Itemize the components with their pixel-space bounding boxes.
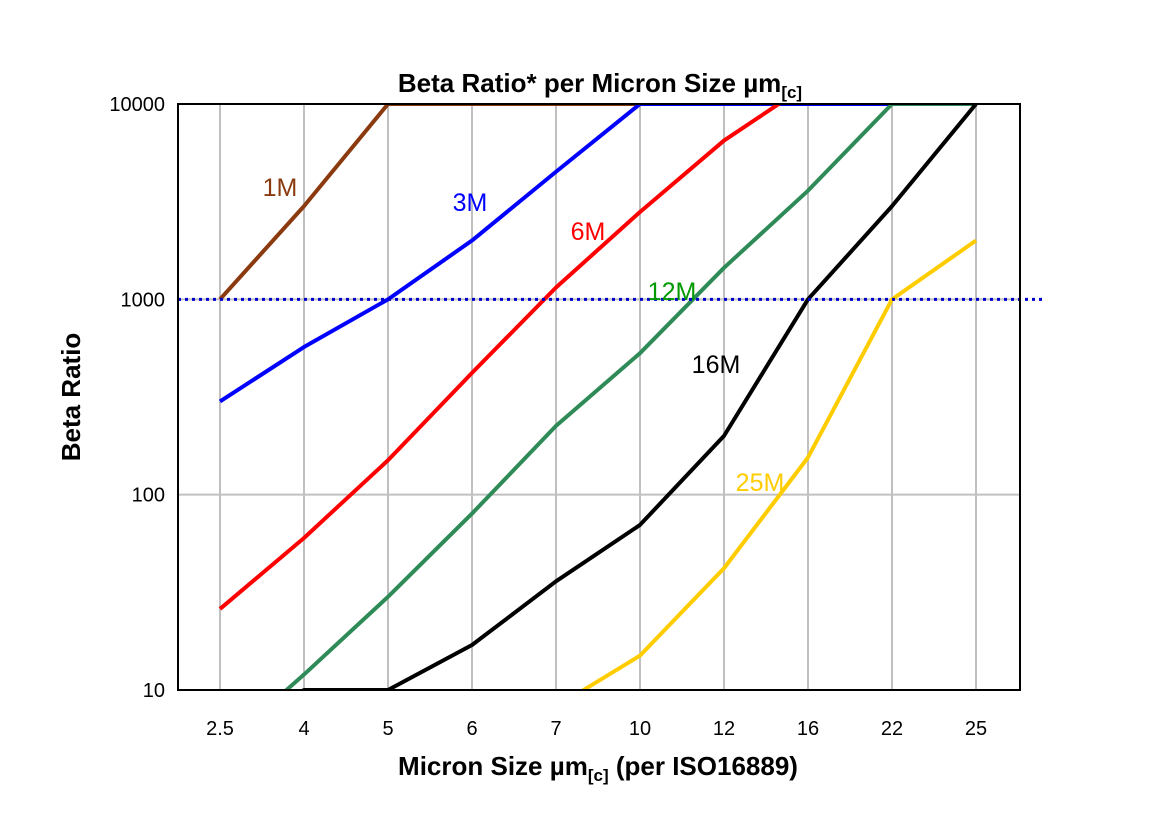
series-line-1M	[218, 104, 640, 301]
plot-border	[177, 103, 1021, 691]
x-tick-label: 25	[965, 718, 987, 740]
x-tick-label: 16	[797, 718, 819, 740]
x-axis-label: Micron Size µm[c] (per ISO16889)	[398, 751, 798, 785]
series-label-6M: 6M	[571, 218, 606, 246]
x-tick-label: 12	[713, 718, 735, 740]
chart-title: Beta Ratio* per Micron Size µm[c]	[398, 68, 802, 102]
series-line-25M	[579, 238, 978, 690]
y-tick-label: 10000	[109, 94, 165, 116]
x-tick-label: 22	[881, 718, 903, 740]
series-label-1M: 1M	[263, 174, 298, 202]
x-tick-label: 2.5	[206, 718, 234, 740]
series-line-16M	[299, 104, 978, 690]
series-line-12M	[283, 104, 976, 690]
y-tick-label: 10	[143, 680, 165, 702]
y-tick-label: 1000	[121, 289, 166, 311]
x-tick-label: 6	[466, 718, 477, 740]
series-label-3M: 3M	[453, 189, 488, 217]
series-label-16M: 16M	[692, 351, 741, 379]
x-tick-label: 7	[550, 718, 561, 740]
series-line-6M	[218, 104, 783, 611]
x-tick-label: 10	[629, 718, 651, 740]
plot-area	[178, 104, 1020, 690]
x-tick-label: 5	[382, 718, 393, 740]
series-label-25M: 25M	[736, 469, 785, 497]
y-tick-label: 100	[132, 485, 165, 507]
x-tick-label: 4	[298, 718, 309, 740]
y-axis-label: Beta Ratio	[56, 333, 86, 462]
series-line-3M	[218, 104, 892, 404]
series-label-12M: 12M	[648, 278, 697, 306]
